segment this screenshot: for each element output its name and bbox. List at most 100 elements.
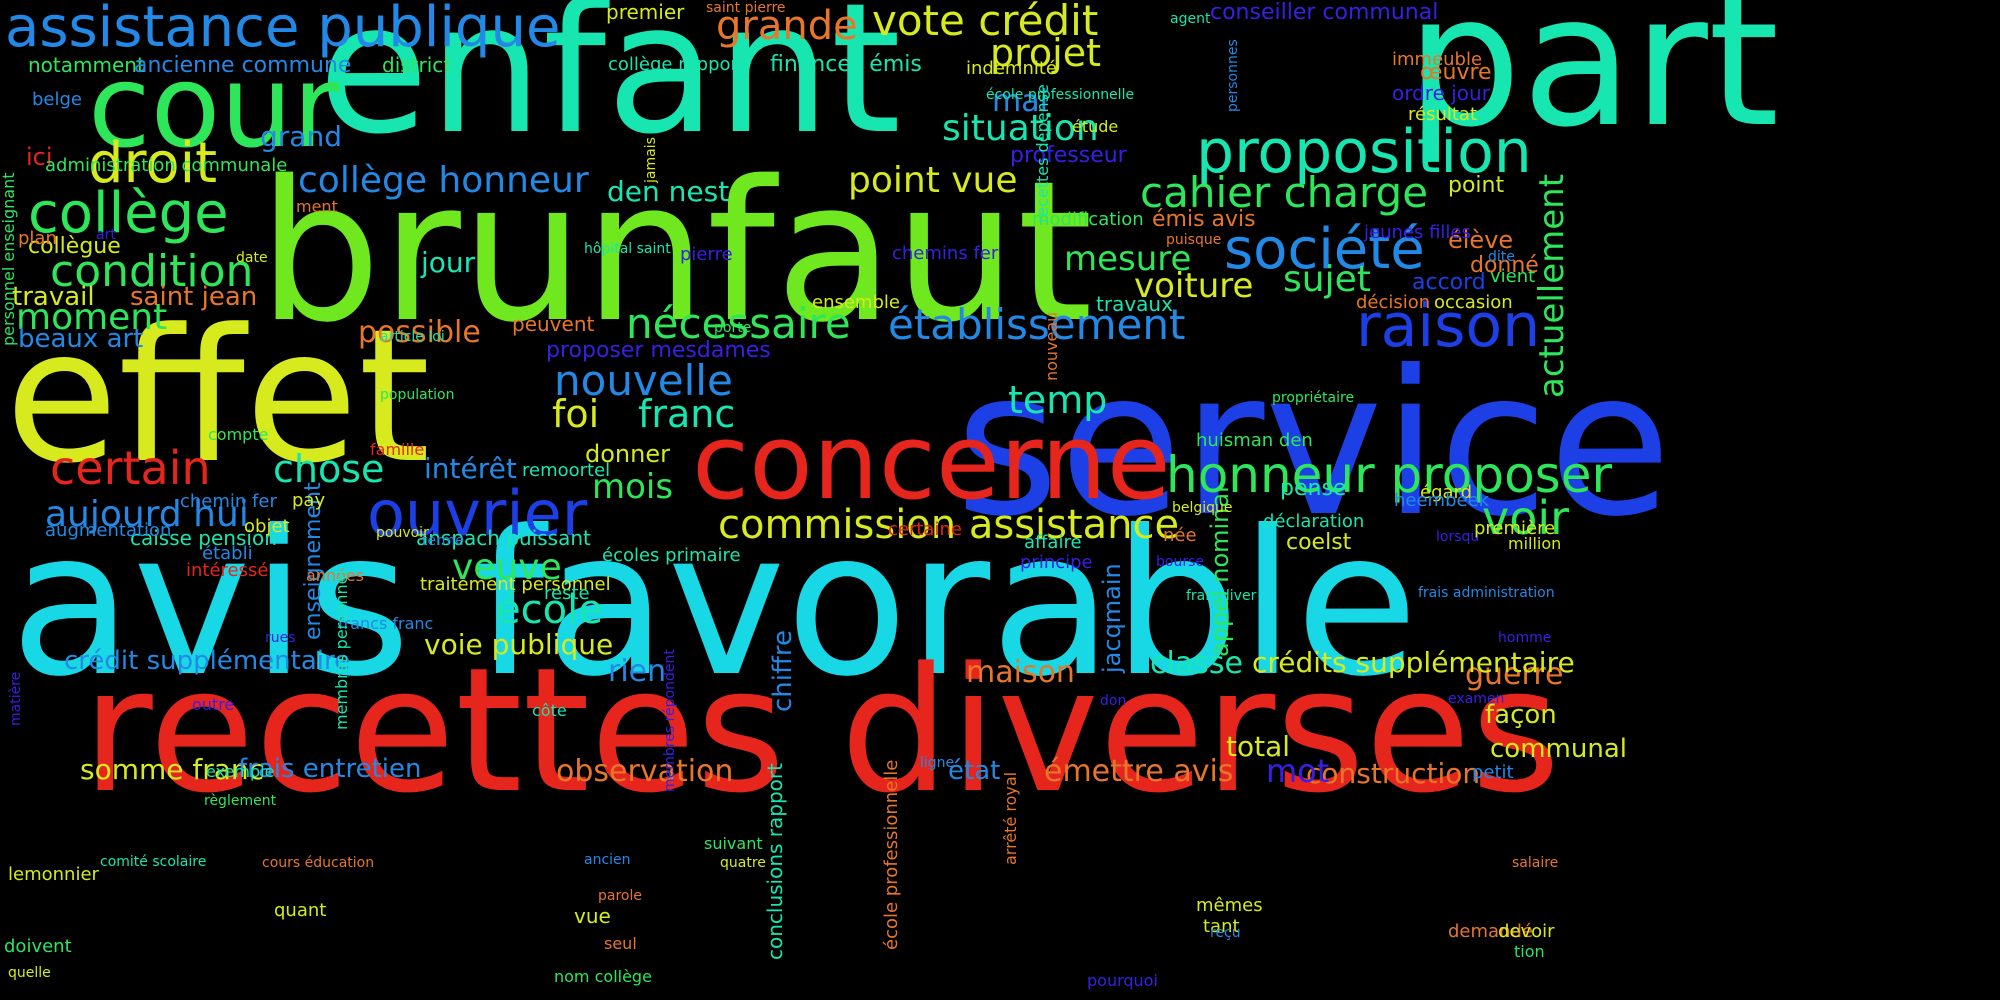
word-cloud-word: art (96, 227, 116, 243)
word-cloud-word: caisse pension (130, 526, 277, 550)
word-cloud-word: coelst (1286, 530, 1352, 555)
word-cloud-word: société (1224, 217, 1425, 282)
word-cloud-word: nécessaire (626, 299, 851, 348)
word-cloud-word: recettes dépense (1033, 84, 1052, 223)
word-cloud-word: nouvelle (554, 356, 733, 405)
word-cloud-word: exemple (206, 762, 275, 781)
word-cloud-word: saint pierre (706, 0, 786, 16)
word-cloud-word: mot (1266, 752, 1330, 790)
word-cloud-word: travail (12, 282, 95, 312)
word-cloud-word: arrêté royal (1001, 771, 1020, 865)
word-cloud-word: chemin fer (180, 491, 277, 512)
word-cloud-word: conclusions rapport (763, 763, 787, 960)
word-cloud-word: déclaration (1263, 511, 1365, 532)
word-cloud-word: affaire (1024, 532, 1082, 553)
word-cloud-word: guerre (1465, 657, 1564, 692)
word-cloud-word: petit (1472, 762, 1514, 783)
word-cloud-word: professeur (1010, 143, 1127, 168)
word-cloud-word: comité scolaire (100, 854, 207, 870)
word-cloud-word: étude (1072, 117, 1119, 136)
word-cloud-word: construction (1306, 757, 1481, 790)
word-cloud-word: égard (1420, 482, 1473, 503)
word-cloud-word: née (1163, 525, 1197, 546)
word-cloud-word: modification (1032, 209, 1144, 230)
word-cloud-word: frais diver (1186, 588, 1257, 604)
word-cloud-word: école professionnelle (881, 759, 902, 950)
word-cloud-word: doivent (4, 936, 72, 957)
word-cloud-word: somme franc (80, 753, 265, 786)
word-cloud-word: demandé (1448, 921, 1533, 942)
word-cloud-word: côte (532, 701, 567, 720)
word-cloud-word: enfant (318, 0, 902, 174)
word-cloud-word: grande (716, 3, 858, 49)
word-cloud-word: observation (556, 754, 734, 789)
word-cloud-word: matière (8, 671, 24, 726)
word-cloud-word: bourse (1156, 554, 1204, 570)
word-cloud-word: reçu (1210, 925, 1241, 941)
word-cloud-word: projet (990, 31, 1101, 75)
word-cloud-word: tion (1514, 942, 1545, 961)
word-cloud-word: décision (1356, 292, 1431, 313)
word-cloud-word: mois (592, 467, 674, 507)
word-cloud-word: chemins fer (892, 243, 999, 264)
word-cloud-word: frais entretien (238, 754, 422, 784)
word-cloud-word: tant (1203, 916, 1240, 937)
word-cloud-word: plan (18, 228, 57, 249)
word-cloud-word: jeunes filles (1364, 222, 1471, 243)
word-cloud-word: première (1474, 518, 1556, 539)
word-cloud-word: collège (28, 181, 229, 246)
word-cloud-word: mesure (1064, 239, 1192, 279)
word-cloud-word: école professionnelle (986, 87, 1135, 103)
word-cloud-word: donner (585, 440, 670, 468)
word-cloud-word: quatre (720, 855, 766, 871)
word-cloud-word: lorsqu (1436, 529, 1480, 545)
word-cloud-word: agent (1170, 11, 1211, 27)
word-cloud-word: collège rapport (608, 54, 745, 75)
word-cloud-word: maison (966, 655, 1075, 690)
word-cloud-word: ligne (920, 755, 955, 771)
word-cloud-word: famille (370, 440, 425, 459)
word-cloud-word: population (380, 387, 455, 403)
word-cloud-word: règlement (204, 793, 277, 809)
word-cloud-word: beaux art (18, 324, 144, 354)
word-cloud-word: travaux (1096, 292, 1173, 316)
word-cloud-word: heembeek (1394, 490, 1490, 511)
word-cloud-word: nouveau (1042, 311, 1061, 381)
word-cloud-word: communal (1490, 734, 1627, 764)
word-cloud-word: temp (1008, 378, 1108, 422)
word-cloud-word: mêmes (1196, 895, 1263, 916)
word-cloud-word: ordre jour (1392, 81, 1490, 105)
word-cloud-word: intéressé (186, 560, 269, 581)
word-cloud-word: possible (358, 315, 481, 350)
word-cloud-word: rien (608, 654, 667, 689)
word-cloud-word: émettre avis (1044, 754, 1234, 789)
word-cloud-word: établissement (888, 300, 1186, 349)
word-cloud-word: francs franc (338, 614, 434, 633)
word-cloud-word: traitement personnel (420, 574, 611, 595)
word-cloud-word: point (1448, 173, 1505, 198)
word-cloud-word: jamais (643, 137, 659, 183)
word-cloud-word: augmentation (45, 520, 172, 541)
word-cloud-word: collègue (28, 234, 121, 259)
word-cloud-word: membres répondent (662, 649, 678, 792)
word-cloud-word: lemonnier (8, 864, 99, 885)
word-cloud-word: premier (606, 0, 685, 24)
word-cloud-word: pierre (680, 244, 733, 265)
word-cloud-word: sujet (1283, 259, 1371, 300)
word-cloud-word: peuvent (512, 312, 595, 336)
word-cloud-word: mai (992, 84, 1048, 119)
word-cloud-word: classe (1150, 646, 1243, 681)
word-cloud-word: œuvre (1420, 60, 1492, 85)
word-cloud-word: émis avis (1152, 207, 1256, 232)
word-cloud-word: remoortel (522, 460, 611, 481)
word-cloud-word: veuve (452, 547, 562, 588)
word-cloud-word: intérêt (424, 452, 517, 485)
word-cloud-word: district (382, 53, 452, 77)
word-cloud-word: outre (192, 695, 235, 714)
word-cloud-word: immeuble (1392, 49, 1483, 70)
word-cloud-word: puisque (1166, 232, 1222, 248)
word-cloud-word: personnes (1225, 39, 1241, 112)
word-cloud-word: pay (292, 490, 326, 511)
word-cloud-word: cour (88, 40, 340, 173)
